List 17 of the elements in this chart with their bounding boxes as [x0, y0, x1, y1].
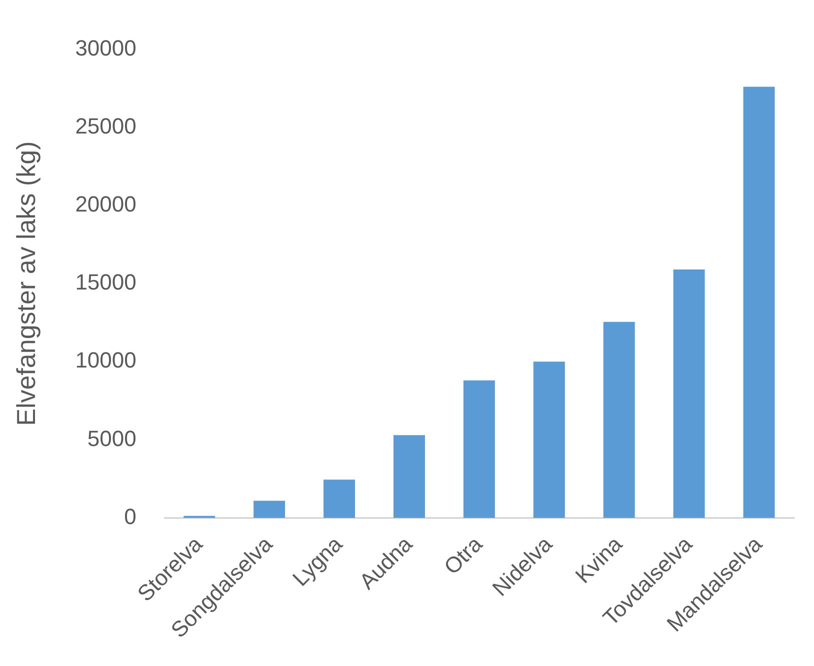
- y-tick-label: 15000: [75, 270, 136, 295]
- y-tick-label: 30000: [75, 35, 136, 60]
- bar: [393, 435, 425, 518]
- y-tick-label: 10000: [75, 348, 136, 373]
- y-axis-title: Elvefangster av laks (kg): [10, 141, 41, 426]
- y-tick-label: 0: [124, 504, 136, 529]
- bar: [254, 500, 286, 518]
- y-tick-label: 25000: [75, 113, 136, 138]
- bar: [603, 322, 635, 518]
- bar: [463, 380, 495, 518]
- bar: [673, 270, 705, 518]
- y-tick-label: 5000: [87, 426, 136, 451]
- bar: [324, 480, 356, 518]
- bar: [743, 86, 775, 518]
- y-tick-label: 20000: [75, 192, 136, 217]
- x-tick-label: Otra: [439, 530, 488, 580]
- bar: [533, 362, 565, 518]
